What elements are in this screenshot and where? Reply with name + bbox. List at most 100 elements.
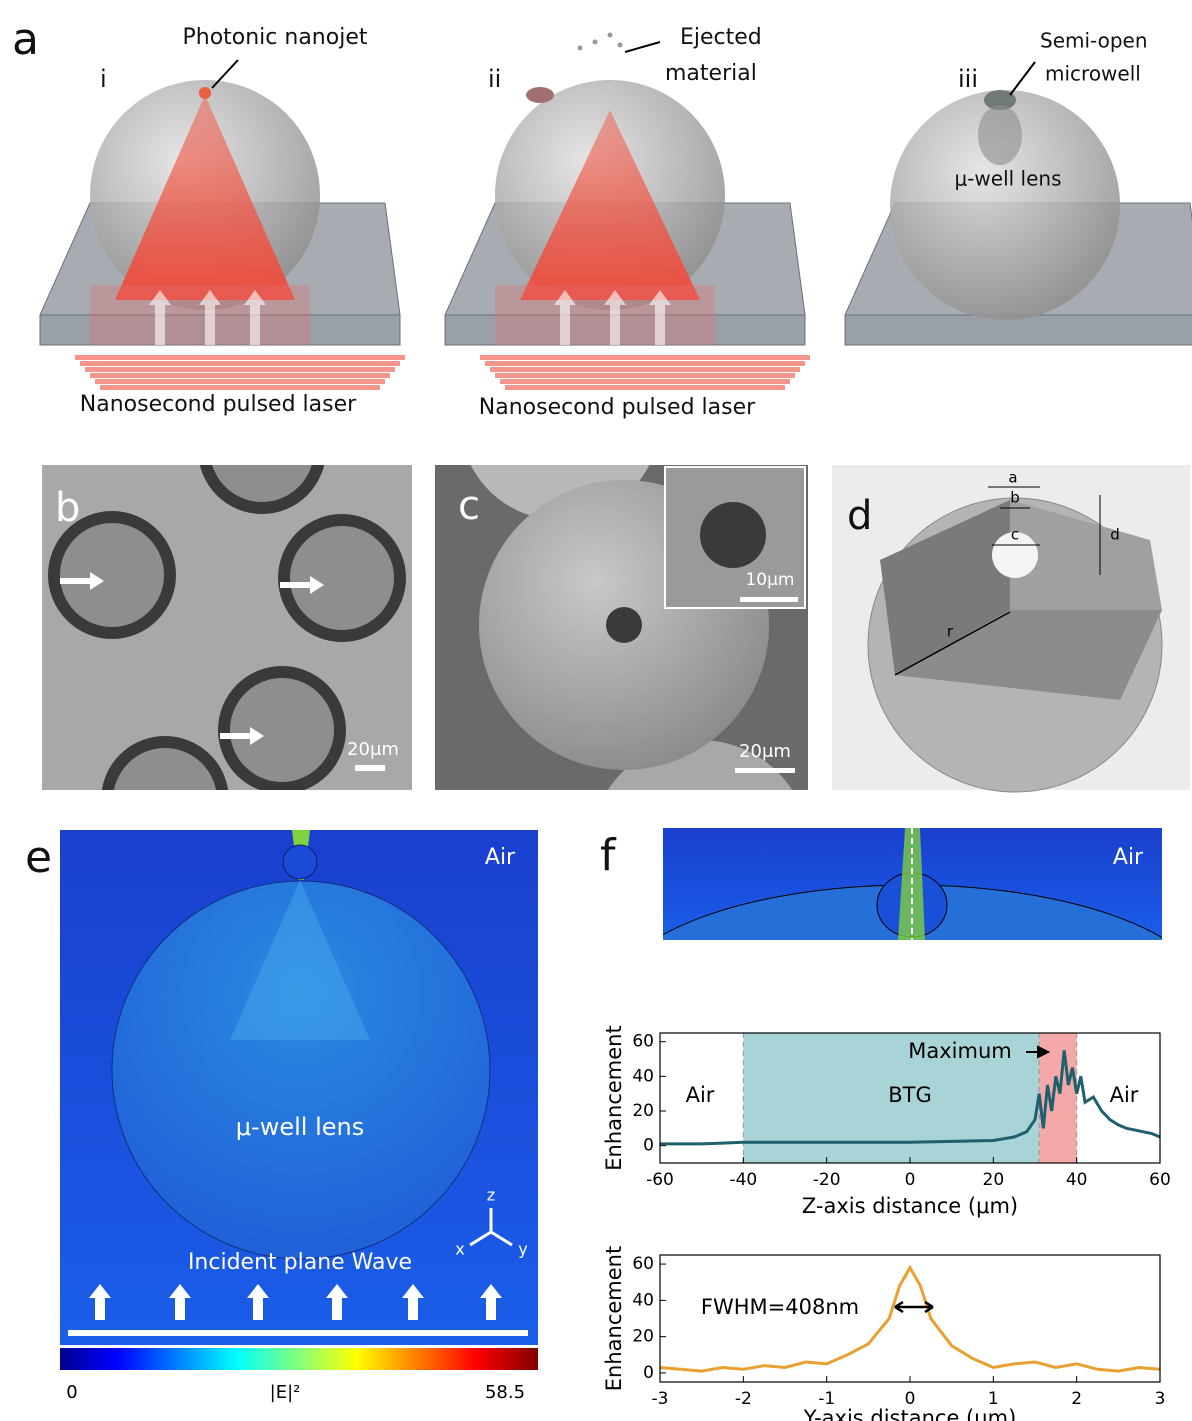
label: 20μm	[739, 741, 791, 762]
annotation: FWHM=408nm	[701, 1295, 859, 1319]
shape	[485, 361, 805, 366]
shape	[625, 42, 660, 52]
shape	[578, 46, 583, 51]
shape	[505, 385, 785, 390]
x-tick-label: 0	[905, 1170, 916, 1190]
shape	[618, 43, 623, 48]
x-tick-label: -20	[813, 1170, 841, 1190]
label: 0	[66, 1382, 77, 1403]
shape	[90, 373, 390, 378]
x-tick-label: -3	[652, 1389, 669, 1409]
shape	[526, 87, 554, 103]
label: i	[100, 65, 107, 93]
label: iii	[958, 65, 978, 93]
label: 20μm	[347, 739, 399, 760]
y-tick-label: 40	[632, 1290, 654, 1310]
label: 58.5	[485, 1382, 525, 1403]
shape	[1010, 62, 1035, 95]
label: a	[1008, 469, 1017, 487]
y-tick-label: 0	[643, 1363, 654, 1383]
shape	[68, 1330, 528, 1336]
label: r	[947, 623, 954, 641]
y-tick-label: 60	[632, 1254, 654, 1274]
bead	[224, 672, 340, 788]
y-tick-label: 20	[632, 1327, 654, 1347]
annotation: Air	[1110, 1083, 1139, 1107]
bead	[54, 517, 170, 633]
shape	[90, 285, 310, 345]
y-tick-label: 20	[632, 1101, 654, 1121]
shape	[100, 385, 380, 390]
line	[660, 1268, 1160, 1371]
shape	[75, 355, 405, 360]
shape	[495, 285, 715, 345]
shape	[608, 33, 613, 38]
x-tick-label: -60	[646, 1170, 674, 1190]
label: μ-well lens	[954, 167, 1061, 191]
panel-label: d	[847, 493, 872, 539]
x-axis-label: Z-axis distance (μm)	[802, 1194, 1018, 1218]
shape	[845, 315, 1192, 345]
shape	[95, 379, 385, 384]
x-tick-label: 60	[1149, 1170, 1171, 1190]
shape	[735, 768, 795, 773]
shape	[740, 597, 798, 602]
label: ii	[488, 65, 501, 93]
shape	[60, 1348, 538, 1370]
label: b	[1010, 489, 1020, 507]
x-tick-label: 3	[1155, 1389, 1166, 1409]
shape	[593, 40, 598, 45]
label: μ-well lens	[236, 1113, 364, 1141]
y-axis-label: Enhancement	[602, 1025, 626, 1170]
label: Semi-open	[1040, 29, 1148, 53]
shape	[495, 373, 795, 378]
shape	[199, 87, 211, 99]
label: material	[665, 61, 757, 86]
annotation: BTG	[888, 1083, 932, 1107]
x-tick-label: -2	[735, 1389, 752, 1409]
label: |E|²	[270, 1382, 301, 1403]
panel-label: b	[55, 485, 80, 531]
shape	[700, 502, 766, 568]
label: Air	[485, 845, 516, 870]
x-tick-label: -40	[729, 1170, 757, 1190]
annotation: Maximum	[908, 1039, 1011, 1063]
panel-label: e	[25, 832, 52, 883]
panel-label: c	[458, 483, 480, 529]
shape	[85, 367, 395, 372]
label: c	[1011, 526, 1019, 544]
label: Nanosecond pulsed laser	[479, 395, 756, 420]
label: Photonic nanojet	[182, 25, 367, 50]
panel-label: a	[12, 14, 39, 65]
shape	[283, 845, 317, 879]
shape	[490, 367, 800, 372]
shape	[80, 361, 400, 366]
y-axis-label: Enhancement	[602, 1246, 626, 1391]
label: z	[487, 1186, 495, 1205]
label: Air	[1113, 845, 1144, 870]
shape	[978, 105, 1022, 165]
label: microwell	[1045, 62, 1141, 86]
label: x	[455, 1240, 464, 1259]
shape	[355, 765, 385, 771]
panel-label: f	[600, 830, 617, 881]
x-axis-label: Y-axis distance (μm)	[803, 1406, 1017, 1421]
x-tick-label: 2	[1071, 1389, 1082, 1409]
label: Nanosecond pulsed laser	[80, 392, 357, 417]
hole	[606, 607, 642, 643]
arrow	[895, 1302, 933, 1312]
label: Incident plane Wave	[188, 1250, 412, 1275]
shape	[500, 379, 790, 384]
y-tick-label: 60	[632, 1032, 654, 1052]
figure: abcdefiiiiiiPhotonic nanojetEjectedmater…	[0, 0, 1192, 1421]
label: y	[518, 1240, 527, 1259]
y-tick-label: 0	[643, 1136, 654, 1156]
y-tick-label: 40	[632, 1066, 654, 1086]
x-tick-label: 20	[983, 1170, 1005, 1190]
label: Ejected	[680, 25, 762, 50]
shape	[480, 355, 810, 360]
label: 10μm	[745, 570, 794, 590]
bead	[284, 520, 400, 636]
label: d	[1110, 526, 1120, 544]
annotation: Air	[686, 1083, 715, 1107]
